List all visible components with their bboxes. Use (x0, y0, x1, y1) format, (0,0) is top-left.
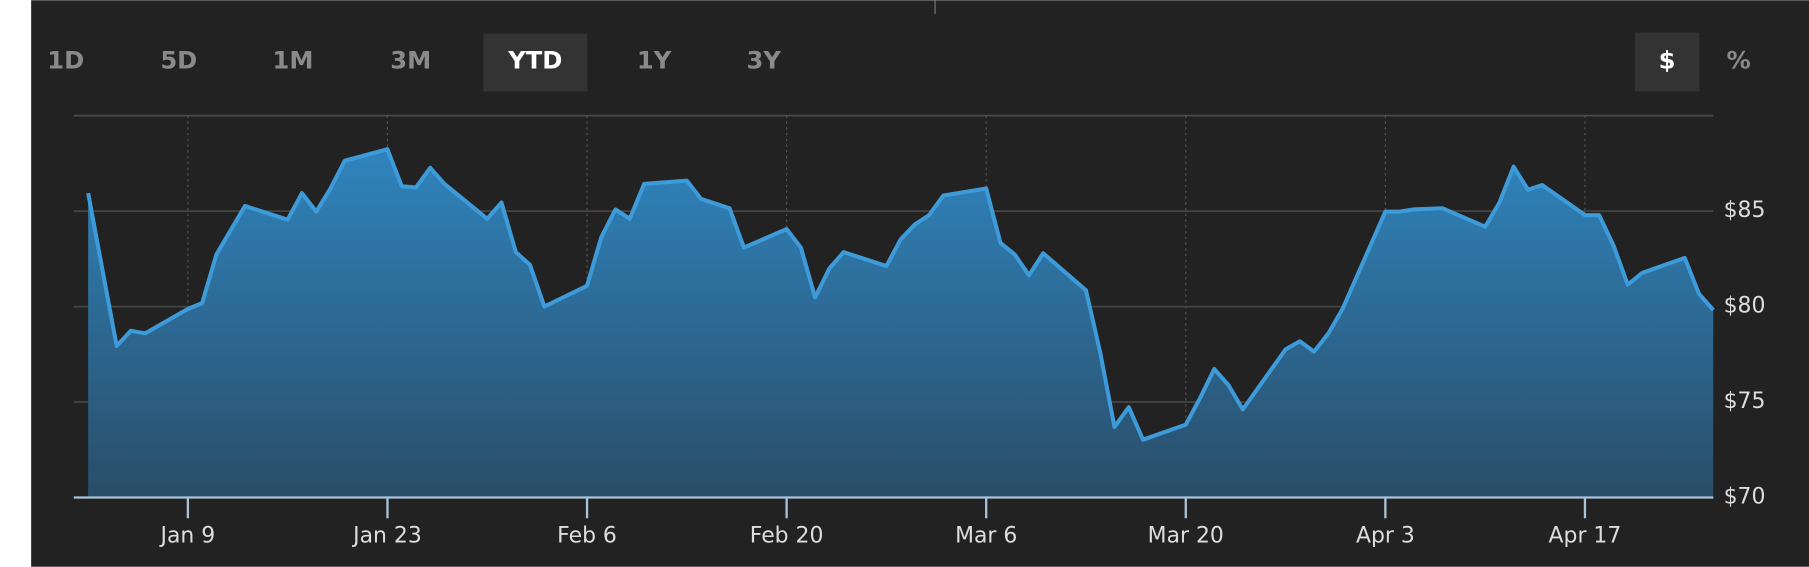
range-button-bg[interactable] (483, 33, 588, 92)
x-tick-label: Mar 20 (1148, 524, 1224, 549)
x-tick-label: Feb 6 (557, 524, 617, 549)
area-fill (88, 149, 1714, 498)
range-button[interactable]: 1M (273, 46, 314, 74)
x-tick-label: Mar 6 (955, 524, 1017, 549)
y-tick-label: $70 (1724, 485, 1766, 510)
y-tick-label: $80 (1724, 294, 1766, 319)
unit-button[interactable]: % (1726, 46, 1750, 74)
range-button[interactable]: 5D (160, 46, 197, 74)
x-tick-label: Apr 17 (1549, 524, 1622, 549)
range-button[interactable]: 1Y (637, 46, 672, 74)
x-tick-label: Feb 20 (750, 524, 824, 549)
price-line (86, 147, 1715, 442)
range-button[interactable]: YTD (507, 46, 562, 74)
x-tick-label: Apr 3 (1356, 524, 1415, 549)
y-tick-label: $85 (1724, 198, 1766, 223)
plot: 1D 5D 1M 3M YTD 1Y 3Y $ % $70 $75 $80 $85 Jan 9 Jan 23… (47, 32, 1766, 549)
unit-button[interactable]: $ (1659, 46, 1676, 74)
range-button[interactable]: 1D (47, 46, 84, 74)
y-tick-label: $75 (1724, 389, 1766, 414)
unit-button-bg[interactable] (1634, 32, 1700, 92)
x-tick-label: Jan 23 (351, 524, 422, 549)
range-button[interactable]: 3Y (747, 46, 782, 74)
x-tick-label: Jan 9 (159, 524, 216, 549)
range-button[interactable]: 3M (390, 46, 431, 74)
